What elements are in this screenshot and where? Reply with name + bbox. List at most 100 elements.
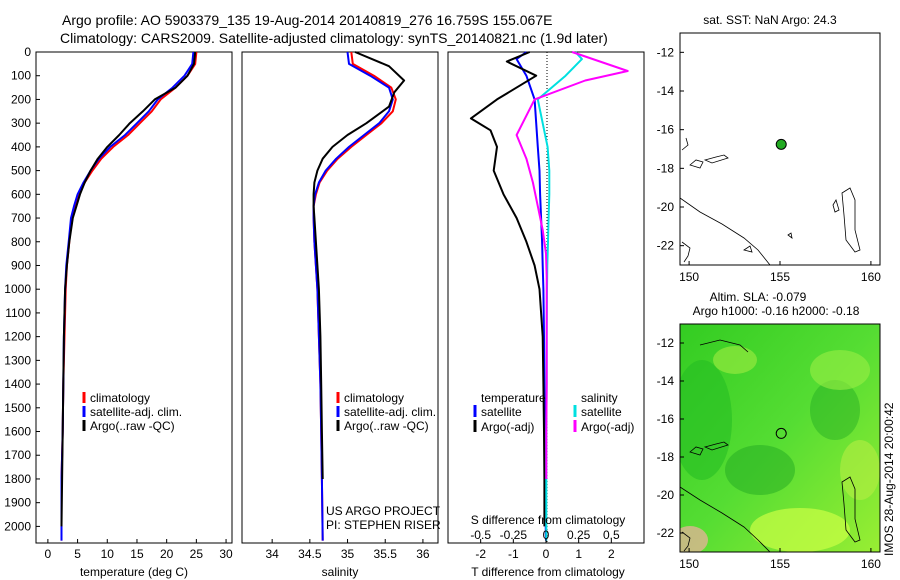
x-tick-label: 20 — [160, 547, 174, 561]
map-x-tick-label: 160 — [861, 557, 881, 571]
depth-axis: 0 100 200 300 400 500 600 700 800 900 1000 1100 1200… — [4, 45, 40, 533]
map-y-tick-label: -22 — [657, 526, 675, 540]
map-y-tick-label: -12 — [657, 336, 675, 350]
depth-tick-label: 600 — [11, 187, 31, 201]
legend-label-s-argo: Argo(-adj) — [581, 420, 634, 434]
sla-map-ticks: 150 155 160 -12 -14 -16 -18 -20 -22 — [657, 336, 882, 571]
sla-float-marker-layer — [775, 427, 787, 439]
x-tick-label-T: 1 — [575, 547, 582, 561]
x-tick-label-S: 0.25 — [567, 528, 591, 542]
legend-label-argo: Argo(..raw -QC) — [90, 419, 175, 433]
legend-label-satellite: satellite-adj. clim. — [344, 405, 436, 419]
salinity-legend: climatology satellite-adj. clim. Argo(..… — [336, 391, 436, 433]
sla-map-title-1: Altim. SLA: -0.079 — [710, 290, 807, 304]
depth-tick-label: 200 — [11, 92, 31, 106]
map-x-tick-label: 150 — [679, 557, 699, 571]
map-x-tick-label: 155 — [770, 557, 790, 571]
pi-annotation: PI: STEPHEN RISER — [326, 518, 441, 532]
x-tick-label: 35.5 — [374, 547, 398, 561]
salinity-series — [312, 51, 406, 541]
series-line-t-argo-adj — [469, 51, 546, 527]
map-y-tick-label: -14 — [657, 84, 675, 98]
series-line-s-argo-adj — [515, 51, 629, 479]
sst-float-marker-layer — [775, 138, 787, 150]
series-line-argo-raw-qc — [312, 51, 406, 480]
x-tick-label-S: -0.5 — [470, 528, 491, 542]
map-y-tick-label: -18 — [657, 450, 675, 464]
header-line2: Climatology: CARS2009. Satellite-adjuste… — [60, 30, 608, 46]
difference-legend: temperature satellite Argo(-adj) salinit… — [473, 391, 634, 434]
depth-tick-label: 300 — [11, 116, 31, 130]
x-tick-label: 10 — [101, 547, 115, 561]
legend-label-t-satellite: satellite — [481, 405, 522, 419]
sla-map-title-2: Argo h1000: -0.16 h2000: -0.18 — [693, 304, 860, 318]
legend-title-temperature: temperature — [481, 391, 546, 405]
salinity-xlabel: salinity — [322, 565, 359, 579]
depth-tick-label: 0 — [24, 45, 31, 59]
series-line-argo-raw-qc — [60, 51, 197, 527]
salinity-axes — [241, 51, 439, 544]
sla-float-marker — [775, 427, 787, 439]
sst-coastlines — [680, 137, 861, 265]
depth-tick-label: 1300 — [4, 353, 31, 367]
map-x-tick-label: 150 — [679, 270, 699, 284]
depth-tick-label: 1800 — [4, 472, 31, 486]
legend-title-salinity: salinity — [581, 391, 618, 405]
x-tick-label-T: 0 — [543, 547, 550, 561]
legend-label-climatology: climatology — [344, 391, 404, 405]
x-tick-label-S: -0.25 — [500, 528, 528, 542]
depth-tick-label: 800 — [11, 235, 31, 249]
legend-label-argo: Argo(..raw -QC) — [344, 419, 429, 433]
temperature-x-axis: 0 5 10 15 20 25 30 — [45, 539, 233, 561]
x-tick-label: 36 — [416, 547, 430, 561]
series-line-satellite-adj-clim — [312, 51, 394, 541]
legend-label-s-satellite: satellite — [581, 405, 622, 419]
x-tick-label: 34.5 — [298, 547, 322, 561]
depth-tick-label: 1100 — [5, 306, 31, 320]
depth-tick-label: 1700 — [4, 448, 31, 462]
sst-map-ticks: 150 155 160 -12 -14 -16 -18 -20 -22 — [657, 45, 882, 284]
difference-x-axis: -2 -1 0 1 2 -0.5 -0.25 0 0.25 0.5 — [470, 528, 620, 561]
map-y-tick-label: -14 — [657, 374, 675, 388]
map-x-tick-label: 155 — [770, 270, 790, 284]
x-tick-label-T: -1 — [508, 547, 519, 561]
legend-label-climatology: climatology — [90, 391, 150, 405]
header-line1: Argo profile: AO 5903379_135 19-Aug-2014… — [62, 12, 552, 28]
imos-timestamp: IMOS 28-Aug-2014 20:00:42 — [882, 402, 896, 556]
map-x-tick-label: 160 — [861, 270, 881, 284]
map-y-tick-label: -12 — [657, 45, 675, 59]
depth-tick-label: 1200 — [4, 330, 31, 344]
map-y-tick-label: -16 — [657, 412, 675, 426]
x-tick-label-T: 2 — [608, 547, 615, 561]
temperature-series — [60, 51, 198, 541]
sst-float-marker — [775, 138, 787, 150]
x-tick-label: 25 — [190, 547, 204, 561]
map-y-tick-label: -20 — [657, 488, 675, 502]
temperature-legend: climatology satellite-adj. clim. Argo(..… — [82, 391, 182, 433]
x-tick-label: 0 — [45, 547, 52, 561]
map-y-tick-label: -16 — [657, 123, 675, 137]
x-tick-label: 34 — [265, 547, 279, 561]
depth-tick-label: 900 — [11, 258, 31, 272]
depth-tick-label: 1900 — [4, 496, 31, 510]
x-tick-label: 15 — [130, 547, 144, 561]
sst-map-title: sat. SST: NaN Argo: 24.3 — [703, 13, 837, 27]
depth-tick-label: 100 — [11, 69, 31, 83]
depth-tick-label: 400 — [11, 140, 31, 154]
legend-label-satellite: satellite-adj. clim. — [90, 405, 182, 419]
map-y-tick-label: -18 — [657, 161, 675, 175]
x-tick-label-S: 0 — [543, 528, 550, 542]
difference-xlabel-T: T difference from climatology — [471, 565, 625, 579]
depth-tick-label: 500 — [11, 164, 31, 178]
depth-tick-label: 1500 — [4, 401, 31, 415]
difference-series — [469, 51, 629, 541]
depth-tick-label: 700 — [11, 211, 31, 225]
x-tick-label-T: -2 — [475, 547, 486, 561]
x-tick-label: 5 — [74, 547, 81, 561]
depth-tick-label: 1000 — [4, 282, 31, 296]
depth-tick-label: 2000 — [4, 519, 31, 533]
legend-label-t-argo: Argo(-adj) — [481, 420, 534, 434]
x-tick-label: 35 — [341, 547, 355, 561]
project-annotation: US ARGO PROJECT — [326, 504, 441, 518]
